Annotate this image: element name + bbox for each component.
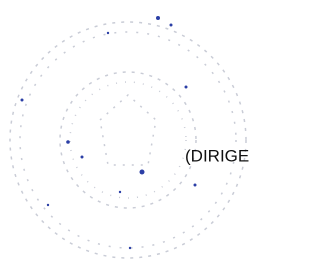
stamp-image: (DIRIGE: [0, 0, 269, 280]
outer-ring-inner: [20, 32, 236, 248]
speck: [119, 191, 121, 193]
speck: [81, 156, 84, 159]
inner-ring: [60, 72, 196, 208]
speck: [170, 24, 173, 27]
speck: [156, 16, 160, 20]
speck: [129, 247, 131, 249]
speck: [185, 86, 188, 89]
speck: [21, 99, 24, 102]
page: (DIRIGE (() => { const data = JSON.parse…: [0, 0, 269, 280]
outer-ring: [10, 22, 246, 258]
speck: [107, 32, 109, 34]
speck: [140, 170, 145, 175]
seal-rings: [10, 22, 246, 258]
speck: [194, 184, 197, 187]
speck: [47, 204, 49, 206]
stamp-text: (DIRIGE: [185, 146, 249, 165]
ink-specks: [21, 16, 197, 249]
speck: [66, 140, 70, 144]
seal-emblem: [100, 95, 156, 165]
inner-ring-inner: [70, 82, 186, 198]
